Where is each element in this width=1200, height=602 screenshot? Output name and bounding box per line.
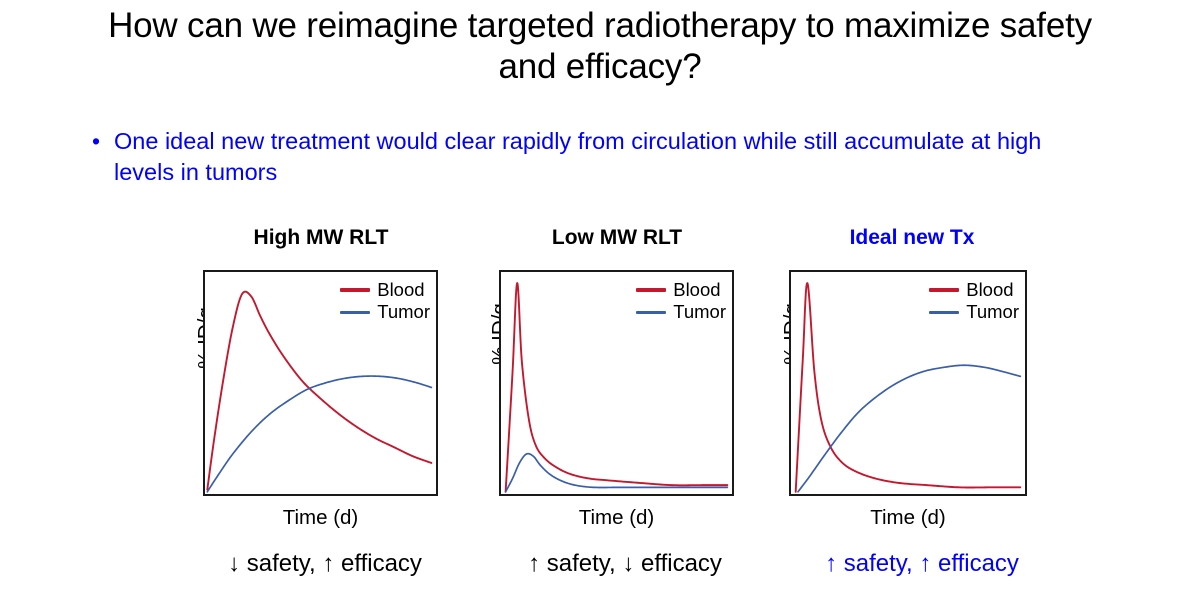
chart-title-high-mw-rlt: High MW RLT bbox=[253, 226, 389, 249]
chart-caption-high-mw-rlt: ↓ safety, ↑ efficacy bbox=[228, 550, 422, 577]
legend-label-tumor: Tumor bbox=[966, 301, 1019, 323]
plot-curves-high-mw-rlt bbox=[205, 272, 436, 494]
legend-label-blood: Blood bbox=[673, 279, 721, 300]
legend-swatch-tumor bbox=[636, 310, 667, 315]
legend-swatch-blood bbox=[340, 288, 371, 292]
chart-panel-ideal-new-tx: Ideal new Tx % ID/g Blood Tumor Time (d)… bbox=[746, 222, 1046, 602]
legend-item-tumor: Tumor bbox=[636, 301, 726, 323]
page-title: How can we reimagine targeted radiothera… bbox=[108, 6, 1092, 86]
chart-caption-low-mw-rlt: ↑ safety, ↓ efficacy bbox=[528, 550, 722, 577]
bullet-marker-icon: • bbox=[92, 128, 101, 154]
legend-label-blood: Blood bbox=[377, 279, 425, 300]
plot-curves-ideal-new-tx bbox=[791, 272, 1025, 494]
legend-swatch-blood bbox=[929, 288, 960, 292]
chart-title-low-mw-rlt: Low MW RLT bbox=[551, 226, 683, 249]
plot-curves-low-mw-rlt bbox=[501, 272, 732, 494]
legend-item-tumor: Tumor bbox=[340, 301, 430, 323]
chart-legend: Blood Tumor bbox=[636, 279, 726, 323]
chart-legend: Blood Tumor bbox=[340, 279, 430, 323]
x-axis-label: Time (d) bbox=[578, 506, 655, 529]
legend-label-blood: Blood bbox=[966, 279, 1014, 300]
chart-title-ideal-new-tx: Ideal new Tx bbox=[849, 226, 975, 249]
plot-area-low-mw-rlt: Blood Tumor bbox=[499, 270, 734, 496]
legend-swatch-tumor bbox=[929, 310, 960, 315]
chart-caption-ideal-new-tx: ↑ safety, ↑ efficacy bbox=[825, 550, 1019, 577]
plot-area-ideal-new-tx: Blood Tumor bbox=[789, 270, 1027, 496]
legend-swatch-tumor bbox=[340, 310, 371, 315]
legend-label-tumor: Tumor bbox=[377, 301, 430, 323]
legend-label-tumor: Tumor bbox=[673, 301, 726, 323]
x-axis-label: Time (d) bbox=[282, 506, 359, 529]
chart-panel-low-mw-rlt: Low MW RLT % ID/g Blood Tumor Time (d) ↑… bbox=[456, 222, 746, 602]
legend-item-blood: Blood bbox=[340, 279, 430, 300]
chart-legend: Blood Tumor bbox=[929, 279, 1019, 323]
bullet-list-item: • One ideal new treatment would clear ra… bbox=[92, 126, 1072, 189]
chart-panel-group: High MW RLT % ID/g Blood Tumor Time (d) … bbox=[0, 222, 1200, 602]
x-axis-label: Time (d) bbox=[870, 506, 946, 529]
legend-item-blood: Blood bbox=[929, 279, 1019, 300]
legend-swatch-blood bbox=[636, 288, 667, 292]
legend-item-blood: Blood bbox=[636, 279, 726, 300]
chart-panel-high-mw-rlt: High MW RLT % ID/g Blood Tumor Time (d) … bbox=[160, 222, 450, 602]
legend-item-tumor: Tumor bbox=[929, 301, 1019, 323]
bullet-text: One ideal new treatment would clear rapi… bbox=[114, 128, 1042, 186]
plot-area-high-mw-rlt: Blood Tumor bbox=[203, 270, 438, 496]
